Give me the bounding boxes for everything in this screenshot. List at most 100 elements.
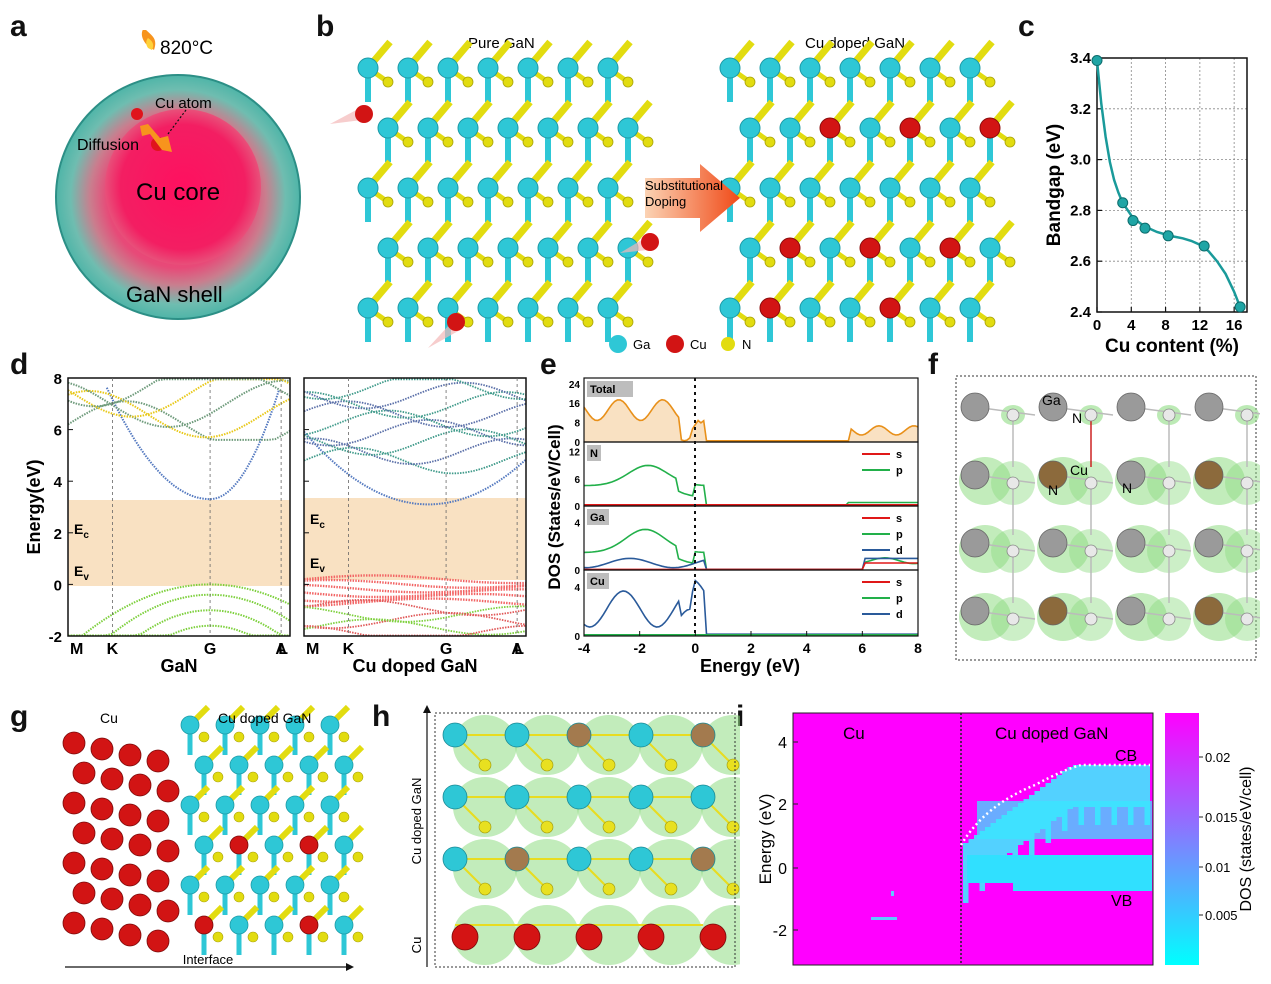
y-tick-label: 3.2: [1070, 101, 1091, 118]
n-atom: [622, 196, 634, 208]
cu-core-label: Cu core: [136, 179, 220, 206]
ldos-cell: [891, 891, 894, 896]
charge-isosurface: [639, 905, 703, 965]
x-tick-label: -4: [578, 640, 591, 656]
cu-atom: [146, 929, 170, 953]
ldos-cell: [1111, 765, 1117, 825]
cu-atom: [62, 911, 86, 935]
cudoped-cu-band: [303, 578, 527, 589]
dos-legend-label: s: [896, 577, 902, 589]
y-tick-label: 3.0: [1070, 152, 1091, 169]
n-atom: [1162, 476, 1176, 490]
cudoped-cu-band: [303, 592, 527, 603]
charge-isosurface: [639, 777, 703, 837]
panel-h-interface-charge: Cu doped GaN Cu: [409, 705, 740, 968]
y-tick-label: 2: [54, 526, 62, 543]
ga-atom: [215, 795, 235, 815]
cu-atom: [128, 833, 152, 857]
panel-label-b: b: [316, 10, 335, 43]
n-atom: [303, 811, 315, 823]
cb-label: CB: [1115, 748, 1137, 765]
ga-atom: [377, 117, 399, 139]
cu-atom: [118, 743, 142, 767]
ga-atom: [320, 795, 340, 815]
n-atom: [904, 316, 916, 328]
n-atom: [352, 851, 364, 863]
ga-atom: [537, 117, 559, 139]
ga-atom: [879, 177, 901, 199]
cu-atom: [859, 237, 881, 259]
cudoped-cu-band: [303, 597, 527, 608]
ga-atom: [517, 177, 539, 199]
temperature-label: 820°C: [160, 38, 213, 59]
cu-core-circle: [105, 109, 261, 265]
n-atom: [212, 851, 224, 863]
x-tick-label: 0: [1093, 317, 1101, 334]
ldos-cell: [1133, 765, 1139, 807]
k-point-label: G: [204, 641, 216, 658]
ga-atom: [566, 784, 592, 810]
n-atom: [268, 811, 280, 823]
total-dos-curve: [583, 398, 919, 442]
ldos-cell: [1122, 765, 1128, 807]
dos-subplot-badge: [587, 381, 633, 397]
n-atom: [233, 891, 245, 903]
ga-atom: [959, 297, 981, 319]
dos-y-tick-label: 4: [574, 519, 580, 530]
ga-atom: [839, 177, 861, 199]
dos-y-tick-label: 4: [574, 583, 580, 594]
bandgap-point: [1139, 222, 1151, 234]
n-atom: [247, 851, 259, 863]
cudoped-ec-label: Ec: [310, 511, 325, 531]
cu-atom: [118, 803, 142, 827]
incoming-cu-atom: [330, 105, 373, 124]
cu-atom: [194, 915, 214, 935]
ga-atom: [320, 715, 340, 735]
ga-atom: [215, 715, 235, 735]
cu-atom: [504, 846, 530, 872]
gan-ec-label: Ec: [74, 521, 89, 541]
n-atom: [382, 316, 394, 328]
cu-atom: [156, 779, 180, 803]
cu-atom: [156, 839, 180, 863]
bandgap-point: [1091, 55, 1103, 67]
cu-atom: [1038, 460, 1068, 490]
bandgap-point: [1234, 301, 1246, 313]
f-ga-label: Ga: [1042, 392, 1061, 408]
ldos-cell: [1100, 765, 1106, 807]
cu-atom: [939, 237, 961, 259]
chart-c-ylabel: Bandgap (eV): [1044, 124, 1065, 246]
cudoped-cu-band: [303, 583, 527, 594]
ga-atom: [960, 596, 990, 626]
n-atom: [382, 196, 394, 208]
cu-atom: [779, 237, 801, 259]
cudoped-upper-band: [303, 428, 527, 456]
panel-label-h: h: [372, 700, 391, 733]
gan-upper-band: [67, 378, 291, 418]
interface-arrow-icon: [346, 963, 354, 971]
i-cu-region-label: Cu: [843, 724, 865, 743]
charge-isosurface: [577, 715, 641, 775]
n-atom: [1006, 476, 1020, 490]
dos-subplot-name: N: [590, 448, 598, 460]
gan-upper-band: [67, 400, 291, 441]
n-atom: [233, 731, 245, 743]
n-atom: [864, 316, 876, 328]
cu-atom: [979, 117, 1001, 139]
n-atom: [338, 731, 350, 743]
n-atom: [422, 196, 434, 208]
charge-isosurface: [515, 905, 579, 965]
dos-subplot-badge: [587, 509, 609, 525]
legend-cu: Cu: [690, 337, 707, 352]
cudoped-vb-band: [303, 618, 527, 636]
ga-atom: [397, 297, 419, 319]
ga-atom: [437, 57, 459, 79]
ldos-cell: [1051, 779, 1057, 821]
n-atom: [422, 316, 434, 328]
ga-atom: [377, 237, 399, 259]
legend-n: N: [742, 337, 751, 352]
ga-atom: [457, 117, 479, 139]
ga-atom: [334, 835, 354, 855]
n-atom: [864, 76, 876, 88]
n-atom: [884, 256, 896, 268]
